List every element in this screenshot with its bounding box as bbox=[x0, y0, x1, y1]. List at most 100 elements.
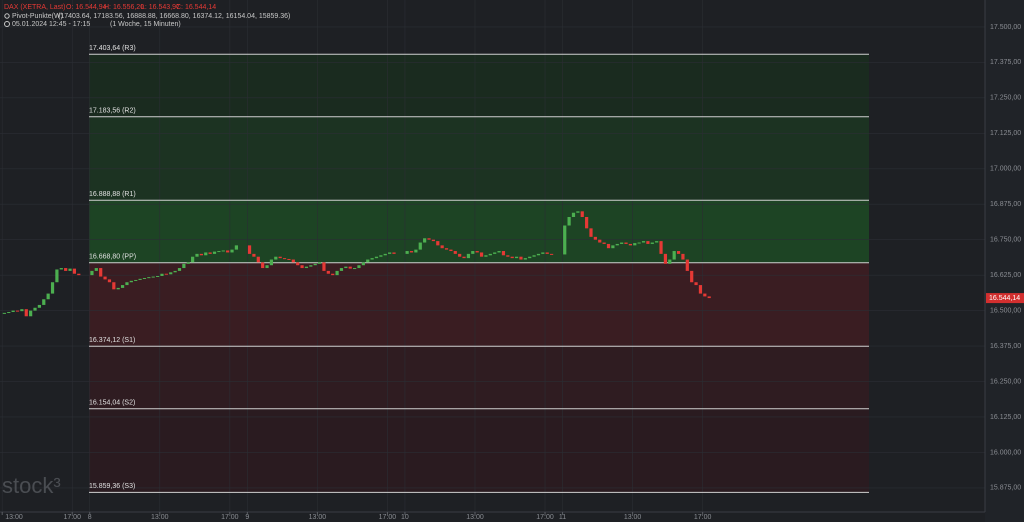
pivot-zone bbox=[89, 54, 869, 117]
x-tick-label: 17:00 bbox=[694, 514, 712, 521]
candle-body bbox=[444, 248, 449, 250]
candle-body bbox=[59, 268, 63, 270]
candle-body bbox=[326, 270, 330, 274]
candle-body bbox=[199, 253, 203, 256]
candle-body bbox=[331, 273, 335, 276]
candle-body bbox=[20, 309, 24, 312]
interval: (1 Woche, 15 Minuten) bbox=[110, 21, 181, 28]
candle-body bbox=[646, 241, 650, 244]
candle-body bbox=[523, 258, 527, 260]
candle-body bbox=[694, 282, 698, 286]
candle-body bbox=[659, 241, 663, 254]
candle-body bbox=[585, 216, 589, 229]
pivot-label: 15.859,36 (S3) bbox=[89, 483, 135, 490]
candle-body bbox=[99, 268, 103, 277]
candle-body bbox=[177, 268, 182, 271]
candle-body bbox=[50, 282, 55, 294]
candle-body bbox=[7, 312, 11, 314]
candle-body bbox=[182, 263, 186, 269]
candle-body bbox=[698, 285, 703, 294]
y-tick-label: 16.875,00 bbox=[990, 201, 1021, 208]
candle-body bbox=[191, 256, 195, 263]
candle-body bbox=[304, 266, 309, 269]
candle-body bbox=[462, 256, 466, 259]
candle-body bbox=[226, 250, 230, 253]
candle-body bbox=[103, 276, 107, 280]
candle-body bbox=[598, 239, 602, 243]
candle-body bbox=[125, 282, 129, 286]
candle-body bbox=[458, 253, 462, 257]
y-tick-label: 16.500,00 bbox=[990, 307, 1021, 314]
candle-body bbox=[90, 270, 94, 276]
candle-body bbox=[628, 243, 632, 246]
candle-body bbox=[247, 245, 252, 254]
candle-body bbox=[68, 268, 72, 271]
candle-body bbox=[317, 262, 322, 264]
pivot-zone bbox=[89, 200, 869, 263]
candle-body bbox=[423, 238, 427, 243]
candle-body bbox=[475, 251, 479, 253]
pivot-label: 17.403,64 (R3) bbox=[89, 45, 136, 52]
candle-body bbox=[374, 256, 379, 259]
candle-body bbox=[506, 255, 510, 257]
x-tick-label: 17:00 bbox=[536, 514, 554, 521]
candle-body bbox=[392, 252, 396, 254]
pivot-zone bbox=[89, 262, 869, 347]
x-tick-label: 13:00 bbox=[5, 514, 23, 521]
candle-body bbox=[348, 266, 352, 269]
candle-body bbox=[24, 309, 28, 317]
candle-body bbox=[147, 277, 151, 279]
candle-body bbox=[484, 255, 488, 257]
candle-body bbox=[471, 251, 475, 254]
candle-body bbox=[650, 242, 654, 244]
candle-body bbox=[357, 265, 361, 269]
candle-body bbox=[212, 251, 217, 254]
last-price-tag bbox=[986, 293, 1024, 304]
candle-body bbox=[256, 256, 260, 263]
candle-body bbox=[156, 275, 160, 277]
candle-body bbox=[624, 242, 628, 244]
candle-body bbox=[388, 252, 392, 254]
candle-body bbox=[414, 249, 418, 253]
candle-body bbox=[72, 268, 77, 274]
candle-body bbox=[637, 242, 641, 244]
candle-body bbox=[690, 270, 694, 283]
candle-body bbox=[663, 253, 668, 264]
candle-body bbox=[672, 251, 676, 260]
y-tick-label: 16.000,00 bbox=[990, 449, 1021, 456]
candle-body bbox=[129, 280, 133, 283]
candle-body bbox=[567, 216, 571, 226]
candle-body bbox=[528, 256, 532, 259]
x-tick-label: 13:00 bbox=[624, 514, 642, 521]
symbol: DAX (XETRA, Last) bbox=[4, 4, 65, 11]
candle-body bbox=[580, 211, 584, 217]
candle-body bbox=[33, 307, 37, 311]
y-tick-label: 16.250,00 bbox=[990, 378, 1021, 385]
candle-body bbox=[252, 253, 256, 257]
candle-body bbox=[479, 252, 484, 257]
candle-body bbox=[116, 287, 120, 290]
candle-body bbox=[112, 282, 116, 290]
candle-body bbox=[46, 293, 50, 300]
pivot-label: 16.888,88 (R1) bbox=[89, 191, 136, 198]
candle-body bbox=[29, 310, 33, 317]
candle-body bbox=[668, 259, 672, 264]
indicator-values: (17403.64, 17183.56, 16888.88, 16668.80,… bbox=[58, 13, 290, 20]
candle-body bbox=[37, 304, 41, 308]
candle-body bbox=[366, 259, 370, 263]
candle-body bbox=[431, 239, 435, 242]
x-tick-label: 17:00 bbox=[221, 514, 239, 521]
y-tick-label: 16.125,00 bbox=[990, 414, 1021, 421]
indicator-icon bbox=[4, 13, 10, 19]
candle-body bbox=[510, 256, 514, 259]
pivot-zone bbox=[89, 346, 869, 409]
candle-body bbox=[685, 259, 689, 271]
x-tick-label: 8 bbox=[88, 514, 92, 521]
candle-body bbox=[593, 236, 597, 240]
candle-body bbox=[335, 270, 339, 276]
candle-body bbox=[42, 299, 46, 305]
candle-body bbox=[488, 253, 492, 256]
candle-body bbox=[493, 252, 497, 254]
candle-body bbox=[77, 273, 81, 276]
